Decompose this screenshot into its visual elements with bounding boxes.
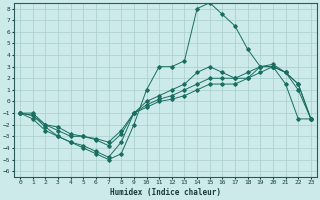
X-axis label: Humidex (Indice chaleur): Humidex (Indice chaleur) [110, 188, 221, 197]
